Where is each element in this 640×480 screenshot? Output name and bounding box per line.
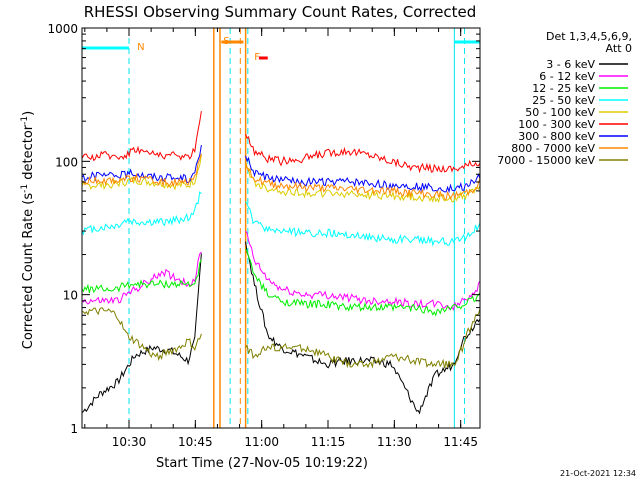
x-tick-label-0: 10:30 [112,435,147,449]
series-line-3-0 [81,191,202,236]
series-5 [81,111,481,174]
y-tick-label-1: 10 [63,289,78,303]
series-2 [81,248,481,317]
plot-area: N S F [81,28,481,428]
series-line-4-0 [81,154,202,191]
legend-label-2: 12 - 25 keV [532,82,595,95]
plot-frame [81,27,481,429]
x-axis-ticks: 10:30 10:45 11:00 11:15 11:30 11:45 [84,28,478,449]
y-axis-label-sup2: -1 [20,116,30,125]
legend-label-1: 6 - 12 keV [539,70,595,83]
footer-date: 21-Oct-2021 12:34 [560,469,636,478]
series-line-0-0 [81,253,202,414]
x-axis-label: Start Time (27-Nov-05 10:19:22) [156,456,368,471]
x-tick-label-4: 11:30 [377,435,412,449]
annotation-F: F [254,52,260,63]
y-axis-label-end: ) [21,111,36,116]
legend-label-0: 3 - 6 keV [546,58,595,71]
series-line-8-1 [245,308,481,369]
series-line-6-1 [245,155,481,194]
legend-label-7: 800 - 7000 keV [511,142,595,155]
series-line-5-1 [245,133,481,174]
legend-label-8: 7000 - 15000 keV [497,154,595,167]
x-tick-label-5: 11:45 [443,435,478,449]
series-7 [81,153,481,201]
series-line-7-0 [81,153,202,188]
y-tick-label-0: 1 [70,422,78,436]
series-line-8-0 [81,307,202,362]
series-line-1-1 [245,230,481,311]
y-tick-label-2: 100 [55,155,78,169]
series-line-2-1 [245,248,481,317]
chart-title: RHESSI Observing Summary Count Rates, Co… [84,3,477,21]
legend-header-line1: Det 1,3,4,5,6,9, [546,30,632,43]
series-line-2-0 [81,259,202,294]
series-line-3-1 [245,201,481,247]
legend-label-4: 50 - 100 keV [525,106,595,119]
y-axis-label: Corrected Count Rate (s-1 detector-1) [20,111,36,349]
x-tick-label-2: 11:00 [244,435,279,449]
series-line-5-0 [81,111,202,162]
legend-label-5: 100 - 300 keV [518,118,595,131]
y-axis-label-mid: detector [21,124,36,184]
y-tick-label-3: 1000 [47,22,78,36]
series-line-7-1 [245,161,481,201]
y-axis-label-sup1: -1 [20,184,30,193]
x-tick-label-1: 10:45 [178,435,213,449]
legend-header-line2: Att 0 [606,42,632,55]
series-8 [81,307,481,369]
x-tick-label-3: 11:15 [311,435,346,449]
annotation-S: S [223,36,229,47]
legend-label-6: 300 - 800 keV [518,130,595,143]
y-axis-label-main: Corrected Count Rate (s [21,193,36,350]
legend-label-3: 25 - 50 keV [532,94,595,107]
y-axis-ticks: 1 10 100 1000 [47,22,480,436]
series-3 [81,191,481,247]
annotation-N: N [137,42,144,53]
